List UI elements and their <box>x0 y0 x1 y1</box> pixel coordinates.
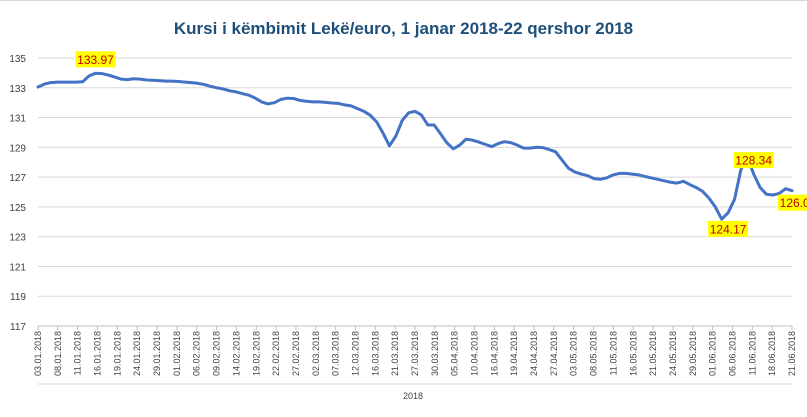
x-tick-label: 12.03.2018 <box>350 331 360 376</box>
x-tick-label: 06.06.2018 <box>727 331 737 376</box>
exchange-rate-series-line <box>36 71 794 221</box>
x-tick-label: 29.05.2018 <box>688 331 698 376</box>
y-tick-label: 123 <box>9 233 26 244</box>
x-tick-label: 06.02.2018 <box>192 331 202 376</box>
x-tick-label: 01.02.2018 <box>172 331 182 376</box>
x-tick-label: 21.06.2018 <box>787 331 797 376</box>
x-tick-label: 11.01.2018 <box>73 331 83 375</box>
x-tick-label: 03.05.2018 <box>569 331 579 376</box>
x-tick-label: 11.06.2018 <box>747 331 757 375</box>
x-tick-label: 14.02.2018 <box>231 331 241 376</box>
data-label-box <box>778 194 807 211</box>
x-tick-label: 24.04.2018 <box>529 331 539 376</box>
x-tick-label: 16.05.2018 <box>628 331 638 376</box>
x-tick-label: 24.05.2018 <box>668 331 678 376</box>
data-label: 126.09 <box>780 196 807 210</box>
y-tick-label: 117 <box>10 322 26 333</box>
x-tick-label: 16.03.2018 <box>370 331 380 376</box>
chart-title: Kursi i këmbimit Lekë/euro, 1 janar 2018… <box>173 19 634 38</box>
x-tick-label: 18.06.2018 <box>767 331 777 376</box>
data-label: 133.97 <box>77 53 114 67</box>
data-label-box <box>708 220 749 237</box>
y-tick-label: 119 <box>10 292 26 303</box>
y-tick-label: 121 <box>9 262 26 273</box>
y-tick-label: 125 <box>9 203 26 214</box>
data-label-box <box>733 152 774 169</box>
data-label: 124.17 <box>710 222 747 236</box>
x-tick-label: 02.03.2018 <box>311 331 321 376</box>
x-tick-label: 03.01.2018 <box>33 331 43 376</box>
x-tick-label: 24.01.2018 <box>132 331 142 376</box>
data-label-box <box>75 51 116 68</box>
y-tick-label: 135 <box>9 54 26 65</box>
x-tick-label: 16.04.2018 <box>489 331 499 376</box>
x-tick-label: 27.04.2018 <box>549 331 559 376</box>
x-tick-label: 08.01.2018 <box>53 331 63 376</box>
x-tick-label: 09.02.2018 <box>212 331 222 376</box>
x-tick-label: 16.01.2018 <box>93 331 103 376</box>
x-tick-label: 29.01.2018 <box>152 331 162 376</box>
x-tick-label: 27.02.2018 <box>291 331 301 376</box>
x-tick-label: 11.05.2018 <box>608 331 618 375</box>
y-tick-label: 131 <box>9 114 26 125</box>
y-tick-label: 129 <box>9 143 26 154</box>
data-label: 128.34 <box>735 154 772 168</box>
x-axis-title: 2018 <box>403 391 423 401</box>
y-tick-label: 127 <box>9 173 26 184</box>
x-tick-label: 08.05.2018 <box>589 331 599 376</box>
x-tick-label: 21.05.2018 <box>648 331 658 376</box>
x-tick-label: 21.03.2018 <box>390 331 400 376</box>
x-tick-label: 01.06.2018 <box>708 331 718 376</box>
x-tick-label: 22.02.2018 <box>271 331 281 376</box>
x-tick-label: 10.04.2018 <box>470 331 480 376</box>
x-tick-label: 27.03.2018 <box>410 331 420 376</box>
x-tick-label: 30.03.2018 <box>430 331 440 376</box>
x-tick-label: 19.04.2018 <box>509 331 519 376</box>
x-tick-label: 19.01.2018 <box>112 331 122 376</box>
x-tick-label: 19.02.2018 <box>251 331 261 376</box>
y-tick-label: 133 <box>9 84 26 95</box>
x-tick-label: 05.04.2018 <box>450 331 460 376</box>
x-tick-label: 07.03.2018 <box>331 331 341 376</box>
